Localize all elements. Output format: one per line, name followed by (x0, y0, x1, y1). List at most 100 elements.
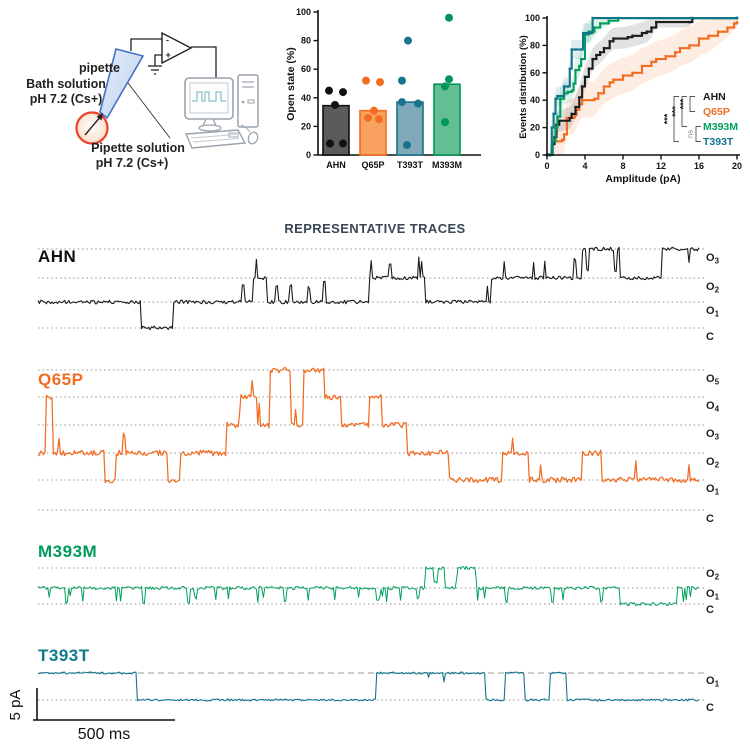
trace-name-AHN: AHN (38, 247, 76, 266)
curve-marker (572, 82, 575, 85)
level-label: O3 (706, 428, 720, 442)
mouse-icon (240, 124, 259, 145)
curve-marker (645, 30, 648, 33)
curve-marker (589, 31, 592, 35)
data-point-T393T (414, 99, 422, 108)
trace-Q65P (37, 366, 700, 484)
curve-marker (559, 97, 562, 101)
output-wire (191, 46, 217, 78)
curve-marker (581, 31, 585, 35)
x-category-label: Q65P (361, 160, 384, 170)
curve-marker (640, 31, 644, 35)
legend-T393T: T393T (703, 136, 734, 148)
curve-marker (612, 78, 615, 81)
curve-marker (631, 71, 634, 74)
curve-marker (568, 67, 571, 70)
level-label: O1 (706, 588, 720, 602)
bath-solution-label-line2: pH 7.2 (Cs+) (30, 92, 103, 106)
curve-marker (578, 96, 581, 99)
curve-marker (550, 126, 553, 129)
screen-trace-icon (192, 91, 226, 102)
curve-marker (678, 46, 682, 50)
y-tick-label: 40 (301, 93, 311, 103)
x-tick-label: 12 (656, 161, 666, 171)
y-tick-label: 40 (530, 95, 540, 105)
curve-marker (560, 94, 563, 98)
curve-M393M (547, 16, 737, 157)
curve-marker (561, 138, 564, 142)
curve-marker (650, 26, 653, 29)
legend-Q65P: Q65P (703, 106, 730, 118)
sig-label: *** (663, 113, 673, 124)
curve-marker (593, 97, 596, 101)
cell-icon (75, 111, 109, 145)
input-wire (130, 38, 162, 51)
bar-AHN (322, 104, 350, 156)
amplifier-icon: - + (161, 31, 193, 65)
curve-marker (580, 99, 584, 102)
curve-marker (688, 44, 691, 47)
curve-marker (655, 20, 658, 24)
data-point-M393M (445, 13, 453, 22)
level-label: C (706, 702, 714, 714)
curve-marker (568, 116, 571, 120)
curve-marker (631, 34, 634, 38)
data-point-M393M (445, 75, 453, 84)
x-tick-label: 16 (694, 161, 704, 171)
y-axis-title: Open state (%) (285, 47, 297, 121)
band-Q65P (547, 18, 737, 155)
keyboard-icon (184, 129, 247, 149)
x-axis-title: Amplitude (pA) (605, 173, 680, 185)
data-point-T393T (398, 98, 406, 107)
curve-marker (650, 60, 653, 64)
curve-marker (574, 48, 577, 51)
data-point-T393T (404, 36, 412, 45)
data-point-AHN (339, 139, 347, 148)
data-point-AHN (339, 88, 347, 97)
level-label: O1 (706, 305, 720, 319)
trace-T393T (37, 671, 700, 702)
curve-marker (556, 94, 559, 98)
curve-marker (562, 133, 566, 136)
curve-marker (552, 112, 555, 116)
data-point-T393T (403, 140, 411, 149)
curve-marker (580, 57, 583, 61)
band-AHN (547, 18, 737, 155)
curve-marker (583, 75, 587, 79)
curve-marker (565, 116, 569, 120)
curve-marker (585, 31, 589, 35)
ground-wire (154, 54, 162, 66)
level-label: C (706, 513, 714, 525)
sig-bracket (695, 126, 701, 142)
monitor-icon (184, 77, 234, 132)
flow-arrow-icon (84, 113, 103, 136)
trace-name-Q65P: Q65P (38, 370, 83, 389)
level-label: O1 (706, 675, 720, 689)
curve-marker (566, 85, 570, 88)
bath-solution-label-line1: Bath solution (26, 77, 106, 91)
curve-marker (697, 37, 701, 40)
data-point-Q65P (370, 106, 378, 115)
curve-marker (599, 22, 602, 25)
y-tick-label: 80 (530, 40, 540, 50)
pipette-label: pipette (79, 61, 120, 75)
computer-tower-icon (237, 74, 259, 128)
curve-marker (607, 19, 610, 22)
y-axis-title: Events distribution (%) (518, 35, 529, 138)
curve-marker (587, 67, 590, 70)
level-label: O3 (706, 252, 720, 266)
curve-marker (570, 89, 573, 92)
trace-M393M (37, 565, 700, 607)
ground-icon (148, 65, 162, 75)
y-tick-label: 0 (535, 150, 540, 160)
x-category-label: AHN (326, 160, 346, 170)
level-label: C (706, 604, 714, 616)
y-tick-label: 80 (301, 36, 311, 46)
trace-AHN (37, 246, 700, 331)
curve-marker (587, 30, 590, 33)
bar-M393M (433, 83, 461, 156)
data-point-T393T (398, 76, 406, 85)
curve-marker (554, 97, 557, 101)
data-point-Q65P (376, 78, 384, 87)
